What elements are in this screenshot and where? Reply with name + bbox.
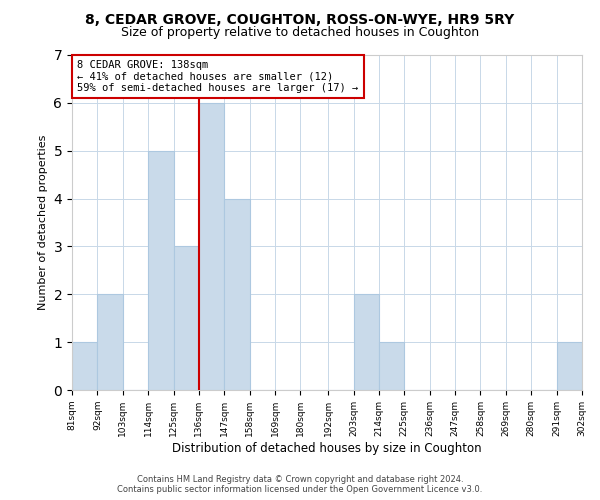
Bar [173,246,199,390]
Text: Size of property relative to detached houses in Coughton: Size of property relative to detached ho… [121,26,479,39]
Text: Contains HM Land Registry data © Crown copyright and database right 2024.
Contai: Contains HM Land Registry data © Crown c… [118,474,482,494]
Bar [353,294,379,390]
Bar [557,342,582,390]
Bar [199,103,224,390]
Bar [224,198,250,390]
Bar [97,294,123,390]
Y-axis label: Number of detached properties: Number of detached properties [38,135,48,310]
Text: 8, CEDAR GROVE, COUGHTON, ROSS-ON-WYE, HR9 5RY: 8, CEDAR GROVE, COUGHTON, ROSS-ON-WYE, H… [85,12,515,26]
Bar [379,342,404,390]
Text: 8 CEDAR GROVE: 138sqm
← 41% of detached houses are smaller (12)
59% of semi-deta: 8 CEDAR GROVE: 138sqm ← 41% of detached … [77,60,358,93]
X-axis label: Distribution of detached houses by size in Coughton: Distribution of detached houses by size … [172,442,482,454]
Bar [148,150,173,390]
Bar [72,342,97,390]
